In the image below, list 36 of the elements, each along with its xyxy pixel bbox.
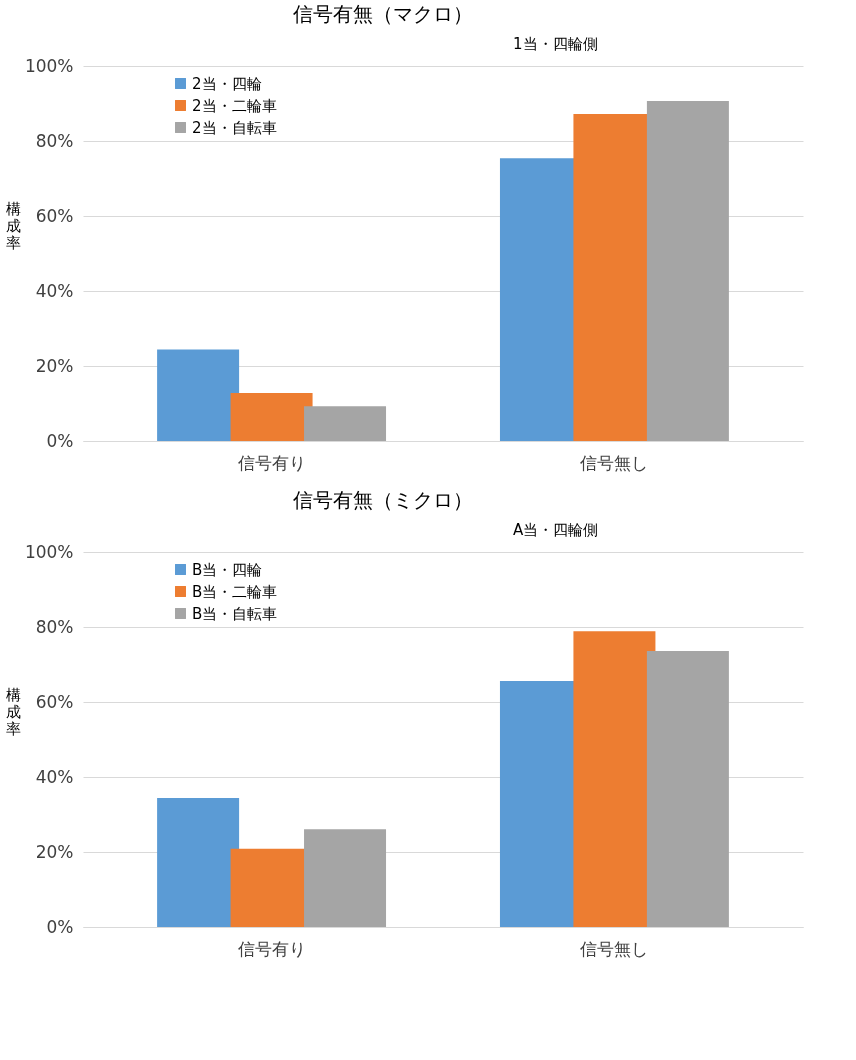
y-axis-title: 構成率 — [6, 685, 21, 738]
legend-label: B当・四輪 — [192, 560, 263, 579]
y-tick-label: 60% — [35, 205, 74, 226]
y-tick-label: 40% — [35, 766, 74, 787]
y-tick-label: 60% — [35, 691, 74, 712]
y-tick-label: 100% — [24, 55, 74, 76]
y-tick-label: 20% — [35, 841, 74, 862]
y-tick-label: 100% — [24, 541, 74, 562]
y-tick-label: 80% — [35, 616, 74, 637]
x-tick-label: 信号無し — [580, 938, 649, 959]
chart-subtitle: A当・四輪側 — [513, 521, 599, 539]
bar — [157, 798, 240, 927]
chart-title: 信号有無（マクロ） — [293, 2, 473, 26]
bar — [304, 829, 387, 927]
x-tick-label: 信号無し — [580, 452, 649, 473]
bar — [230, 393, 313, 441]
y-tick-label: 40% — [35, 280, 74, 301]
chart-title: 信号有無（ミクロ） — [293, 488, 473, 512]
legend-label: 2当・二輪車 — [192, 96, 277, 115]
y-tick-label: 0% — [46, 430, 74, 451]
x-tick-label: 信号有り — [237, 452, 306, 473]
x-tick-label: 信号有り — [237, 938, 306, 959]
chart-subtitle: 1当・四輪側 — [513, 35, 598, 53]
bar — [573, 631, 656, 927]
bar — [646, 100, 729, 441]
y-tick-label: 0% — [46, 916, 74, 937]
legend-label: B当・二輪車 — [192, 582, 278, 601]
legend-label: 2当・自転車 — [192, 118, 277, 137]
y-tick-label: 80% — [35, 130, 74, 151]
y-axis-title: 構成率 — [6, 199, 21, 252]
bar — [157, 349, 240, 441]
bar — [646, 651, 729, 927]
y-tick-label: 20% — [35, 355, 74, 376]
legend-label: 2当・四輪 — [192, 74, 262, 93]
legend-label: B当・自転車 — [192, 604, 278, 623]
bar — [304, 406, 387, 441]
